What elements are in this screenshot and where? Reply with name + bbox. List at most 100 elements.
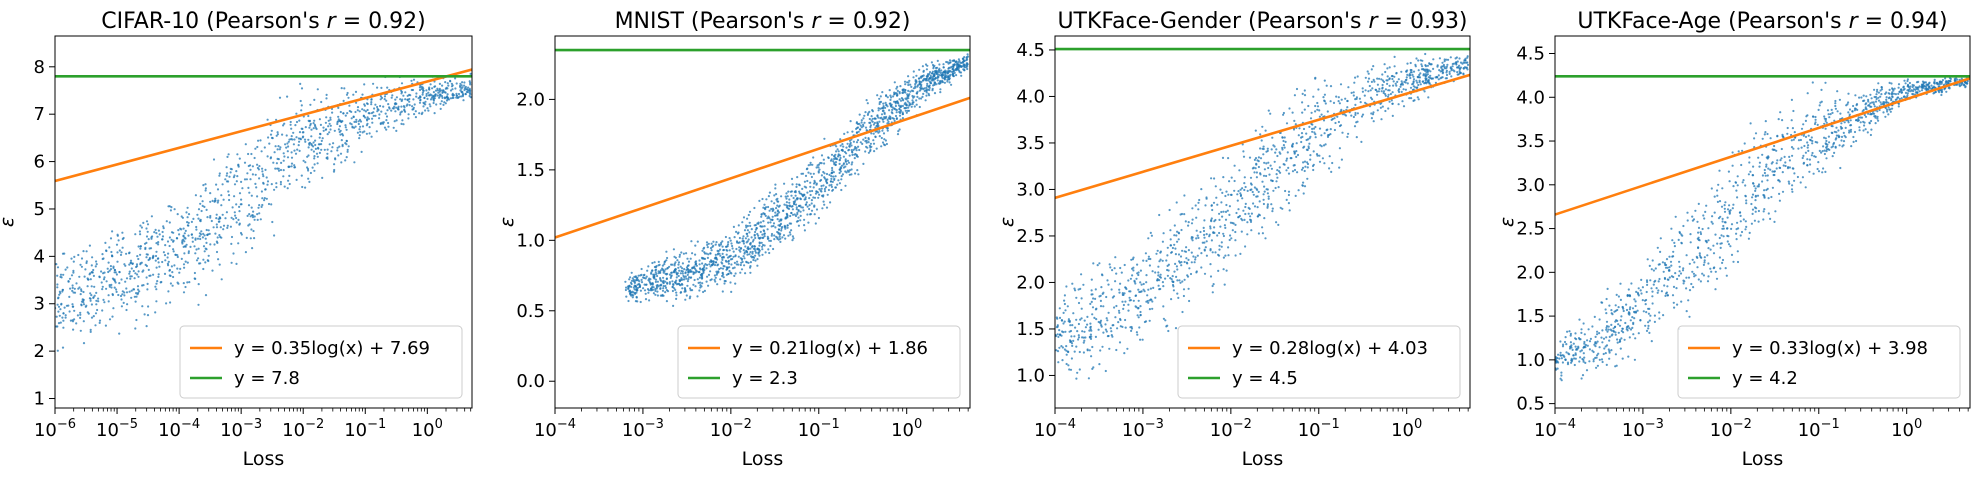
- x-axis-label: Loss: [742, 448, 784, 470]
- scatter-point: [1058, 307, 1061, 310]
- scatter-point: [78, 286, 81, 289]
- scatter-point: [1101, 345, 1104, 348]
- scatter-point: [68, 277, 72, 280]
- scatter-point: [1410, 97, 1413, 100]
- scatter-point: [1391, 91, 1394, 94]
- scatter-point: [1707, 275, 1710, 278]
- scatter-point: [1139, 313, 1142, 317]
- scatter-point: [640, 281, 644, 284]
- scatter-point: [1346, 99, 1349, 103]
- scatter-point: [685, 252, 688, 255]
- scatter-point: [1084, 336, 1087, 339]
- scatter-point: [414, 116, 417, 119]
- scatter-point: [1241, 143, 1244, 146]
- scatter-point: [1721, 187, 1724, 190]
- scatter-point: [918, 80, 921, 83]
- scatter-point: [1443, 60, 1446, 63]
- scatter-point: [639, 300, 642, 304]
- scatter-point: [1081, 336, 1084, 339]
- scatter-point: [926, 88, 929, 91]
- x-tick-label: 10−2: [710, 417, 752, 441]
- scatter-point: [694, 261, 697, 264]
- scatter-point: [928, 86, 931, 89]
- scatter-point: [639, 289, 643, 292]
- scatter-point: [1055, 349, 1058, 352]
- scatter-point: [1218, 231, 1221, 235]
- scatter-point: [790, 177, 794, 180]
- scatter-point: [703, 266, 706, 269]
- scatter-point: [724, 235, 728, 239]
- scatter-point: [886, 105, 889, 108]
- scatter-point: [853, 157, 856, 160]
- scatter-point: [56, 286, 59, 289]
- scatter-point: [701, 262, 704, 265]
- scatter-point: [1069, 324, 1072, 327]
- scatter-point: [187, 234, 190, 237]
- scatter-point: [1117, 309, 1121, 312]
- scatter-point: [185, 211, 188, 214]
- scatter-point: [1761, 174, 1764, 177]
- scatter-point: [743, 252, 746, 255]
- scatter-point: [661, 268, 665, 271]
- scatter-point: [204, 183, 207, 186]
- scatter-point: [715, 273, 718, 276]
- scatter-point: [767, 215, 770, 218]
- scatter-point: [1200, 252, 1203, 255]
- scatter-point: [1379, 102, 1382, 105]
- scatter-point: [294, 152, 298, 155]
- scatter-point: [909, 90, 912, 93]
- scatter-point: [626, 285, 630, 288]
- scatter-point: [891, 108, 894, 111]
- scatter-point: [1097, 328, 1100, 331]
- scatter-point: [163, 272, 167, 275]
- scatter-point: [1076, 371, 1079, 374]
- scatter-point: [1270, 167, 1273, 170]
- scatter-point: [922, 92, 925, 95]
- scatter-point: [1242, 150, 1245, 153]
- scatter-point: [721, 262, 724, 265]
- scatter-point: [137, 275, 140, 278]
- scatter-point: [806, 205, 809, 208]
- scatter-point: [898, 114, 902, 117]
- scatter-point: [290, 165, 293, 168]
- scatter-point: [434, 89, 438, 92]
- scatter-point: [772, 222, 776, 225]
- scatter-point: [1137, 316, 1140, 319]
- scatter-point: [1629, 328, 1633, 331]
- scatter-point: [786, 195, 789, 198]
- scatter-point: [312, 141, 315, 144]
- scatter-point: [329, 124, 332, 127]
- scatter-point: [235, 180, 238, 183]
- scatter-point: [1259, 133, 1262, 136]
- scatter-point: [217, 258, 220, 261]
- scatter-point: [313, 163, 316, 166]
- scatter-point: [1665, 258, 1669, 261]
- scatter-point: [872, 139, 875, 142]
- scatter-point: [379, 98, 382, 101]
- scatter-point: [770, 225, 773, 228]
- scatter-point: [956, 67, 959, 70]
- scatter-point: [860, 121, 863, 124]
- scatter-point: [1338, 147, 1341, 150]
- scatter-point: [1402, 105, 1406, 108]
- scatter-point: [117, 239, 120, 242]
- scatter-point: [187, 213, 191, 216]
- scatter-point: [170, 238, 173, 241]
- scatter-point: [116, 251, 119, 254]
- scatter-point: [167, 252, 170, 255]
- scatter-point: [132, 288, 136, 291]
- scatter-point: [254, 182, 257, 185]
- scatter-point: [1106, 279, 1109, 282]
- scatter-point: [220, 194, 223, 197]
- scatter-point: [780, 195, 783, 198]
- scatter-point: [56, 266, 60, 269]
- scatter-point: [963, 59, 966, 63]
- scatter-point: [791, 239, 794, 242]
- scatter-point: [809, 193, 812, 197]
- scatter-point: [926, 84, 929, 87]
- scatter-point: [1424, 79, 1427, 82]
- scatter-point: [266, 118, 269, 121]
- scatter-point: [92, 296, 95, 299]
- scatter-point: [78, 275, 81, 278]
- scatter-point: [693, 267, 697, 270]
